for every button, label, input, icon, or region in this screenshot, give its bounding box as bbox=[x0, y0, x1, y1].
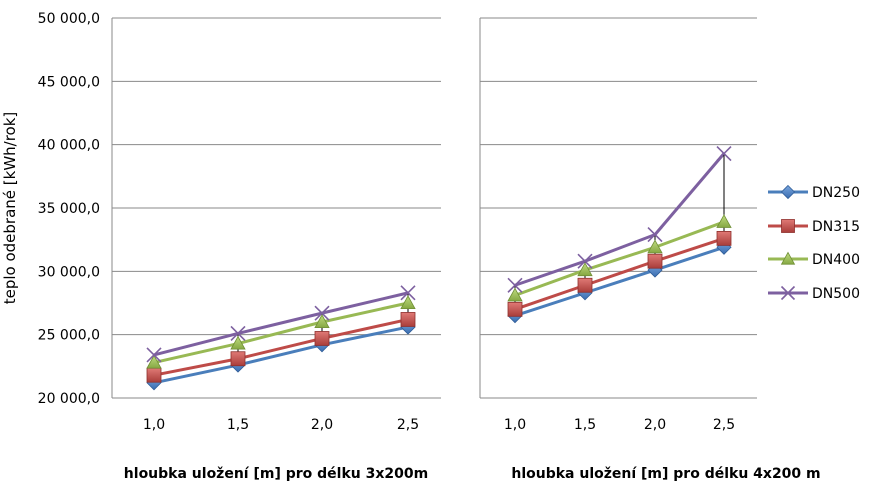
legend-label-dn250: DN250 bbox=[812, 185, 860, 201]
series-line-dn250 bbox=[514, 245, 725, 318]
marker-dn500 bbox=[577, 253, 593, 269]
y-tick-label: 50 000,0 bbox=[38, 11, 100, 27]
marker-dn315 bbox=[230, 351, 246, 367]
marker-dn500 bbox=[780, 285, 796, 301]
series-line-dn250 bbox=[153, 325, 409, 385]
marker-dn400 bbox=[716, 214, 732, 228]
y-tick-label: 20 000,0 bbox=[38, 391, 100, 407]
chart-panel-2: 1,0 1,5 2,0 2,5 hloubka uložení [m] pro dél… bbox=[479, 17, 821, 482]
series-line-dn400 bbox=[153, 301, 409, 364]
x-tick-label: 2,5 bbox=[713, 417, 735, 433]
series-line-dn315 bbox=[514, 236, 725, 311]
x-tick-label: 2,5 bbox=[397, 417, 419, 433]
series-line-dn500 bbox=[153, 291, 409, 357]
y-tick-label: 25 000,0 bbox=[38, 328, 100, 344]
marker-dn400 bbox=[230, 335, 246, 350]
marker-dn500 bbox=[716, 145, 732, 162]
series-line-dn400 bbox=[514, 220, 725, 297]
x-tick-label: 2,0 bbox=[311, 417, 333, 433]
marker-dn315 bbox=[314, 331, 330, 346]
y-tick-label: 35 000,0 bbox=[38, 201, 100, 217]
x-tick-label: 2,0 bbox=[644, 417, 666, 433]
x-axis-label-panel-1: hloubka uložení [m] pro délku 3x200m bbox=[124, 466, 428, 482]
marker-dn500 bbox=[314, 305, 330, 321]
series-group bbox=[507, 145, 732, 324]
y-tick-labels: 20 000,0 25 000,0 30 000,0 35 000,0 40 000,0… bbox=[38, 11, 100, 407]
gridlines bbox=[479, 17, 757, 399]
marker-dn500 bbox=[400, 285, 416, 301]
marker-dn250 bbox=[780, 184, 796, 200]
series-line-dn500 bbox=[514, 152, 726, 287]
series-group bbox=[146, 285, 416, 391]
marker-dn400 bbox=[780, 251, 796, 265]
y-tick-label: 30 000,0 bbox=[38, 264, 100, 280]
series-line-dn315 bbox=[153, 318, 409, 377]
marker-dn400 bbox=[400, 295, 416, 309]
x-tick-label: 1,5 bbox=[574, 417, 596, 433]
legend-label-dn500: DN500 bbox=[812, 286, 860, 302]
marker-dn500 bbox=[146, 347, 162, 363]
y-axis-label: teplo odebrané [kWh/rok] bbox=[1, 112, 19, 305]
x-tick-labels: 1,0 1,5 2,0 2,5 bbox=[504, 417, 735, 433]
legend: DN250 DN315 DN400 DN500 bbox=[768, 184, 860, 302]
marker-dn315 bbox=[146, 367, 162, 383]
marker-dn315 bbox=[400, 312, 416, 327]
marker-dn400 bbox=[507, 287, 523, 302]
x-tick-label: 1,5 bbox=[227, 417, 249, 433]
marker-dn500 bbox=[230, 325, 246, 341]
x-tick-labels: 1,0 1,5 2,0 2,5 bbox=[143, 417, 419, 433]
chart-panel-1: 20 000,0 25 000,0 30 000,0 35 000,0 40 000,0… bbox=[38, 11, 441, 482]
x-axis-label-panel-2: hloubka uložení [m] pro délku 4x200 m bbox=[511, 466, 820, 482]
marker-dn315 bbox=[507, 301, 523, 317]
gridlines bbox=[111, 17, 441, 399]
x-tick-label: 1,0 bbox=[504, 417, 526, 433]
marker-dn315 bbox=[577, 277, 593, 293]
marker-dn400 bbox=[577, 262, 593, 277]
legend-label-dn315: DN315 bbox=[812, 219, 860, 235]
legend-label-dn400: DN400 bbox=[812, 252, 860, 268]
marker-dn400 bbox=[314, 314, 330, 328]
y-tick-label: 45 000,0 bbox=[38, 74, 100, 90]
marker-dn500 bbox=[507, 277, 523, 293]
x-tick-label: 1,0 bbox=[143, 417, 165, 433]
marker-dn315 bbox=[647, 253, 663, 269]
y-tick-label: 40 000,0 bbox=[38, 138, 100, 154]
marker-dn315 bbox=[716, 230, 732, 246]
marker-dn500 bbox=[647, 227, 663, 243]
marker-dn400 bbox=[647, 239, 663, 254]
marker-dn400 bbox=[146, 354, 162, 369]
marker-dn315 bbox=[781, 219, 795, 233]
